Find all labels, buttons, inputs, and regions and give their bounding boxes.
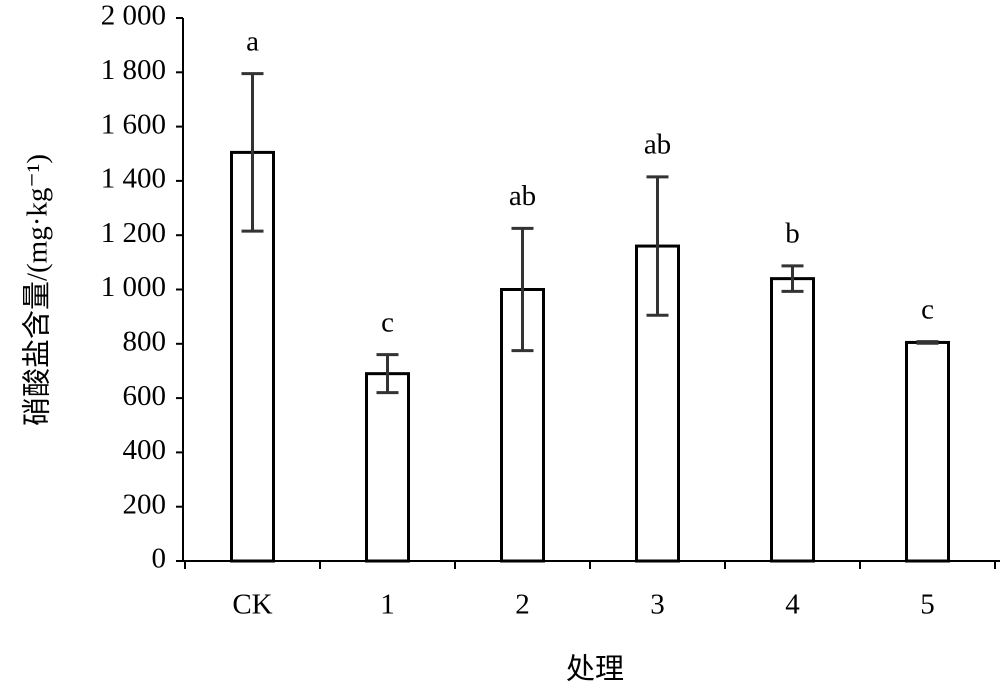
y-tick-label: 600: [123, 380, 167, 412]
error-bar: [376, 353, 399, 395]
bar: [770, 277, 815, 563]
y-tick-label: 1 000: [101, 271, 166, 303]
error-bar: [916, 340, 939, 345]
x-tick-label: 4: [785, 589, 800, 621]
y-tick-label: 200: [123, 488, 167, 520]
bar: [905, 340, 950, 563]
y-tick-label: 1 200: [101, 217, 166, 249]
x-tick-label: 1: [380, 589, 395, 621]
x-tick-label: 5: [920, 589, 935, 621]
y-tick-label: 2 000: [101, 0, 166, 32]
y-tick-label: 0: [152, 543, 167, 575]
bar: [365, 372, 410, 563]
significance-letter: b: [785, 218, 800, 250]
y-tick-label: 800: [123, 325, 167, 357]
error-bar: [781, 264, 804, 293]
x-axis-label: 处理: [566, 653, 624, 686]
error-bar: [511, 226, 534, 353]
x-tick-label: 3: [650, 589, 665, 621]
y-tick-label: 1 600: [101, 108, 166, 140]
significance-letter: ab: [644, 128, 671, 160]
x-tick-label: CK: [232, 589, 272, 621]
y-tick-label: 400: [123, 434, 167, 466]
y-axis-label: 硝酸盐含量/(mg·kg⁻¹): [21, 154, 54, 426]
x-tick-label: 2: [515, 589, 530, 621]
y-tick-label: 1 400: [101, 163, 166, 195]
error-bar: [241, 72, 264, 233]
error-bar: [646, 175, 669, 317]
significance-letter: c: [381, 306, 394, 338]
significance-letter: a: [246, 25, 259, 57]
y-tick-label: 1 800: [101, 54, 166, 86]
significance-letter: ab: [509, 180, 536, 212]
significance-letter: c: [921, 293, 934, 325]
